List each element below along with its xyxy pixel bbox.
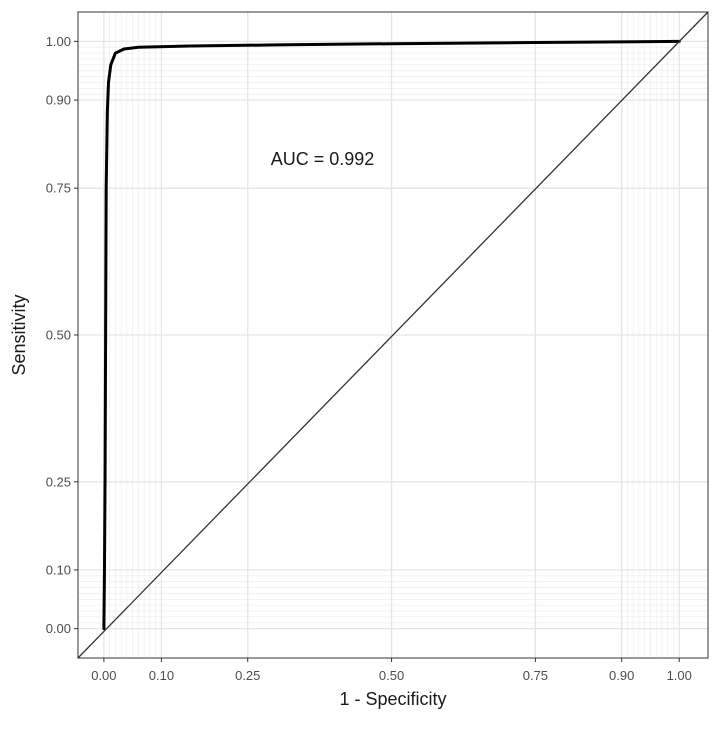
x-tick-label: 0.00 [91, 668, 116, 683]
roc-curve [102, 39, 681, 631]
x-tick-label: 0.25 [235, 668, 260, 683]
x-axis-title: 1 - Specificity [339, 689, 446, 709]
y-tick-label: 0.10 [46, 562, 71, 577]
y-tick-label: 1.00 [46, 34, 71, 49]
series-layer [77, 11, 709, 659]
x-tick-label: 1.00 [667, 668, 692, 683]
x-tick-label: 0.75 [523, 668, 548, 683]
y-tick-label: 0.00 [46, 621, 71, 636]
x-tick-label: 0.10 [149, 668, 174, 683]
y-tick-label: 0.50 [46, 328, 71, 343]
x-axis-ticks: 0.00 0.10 0.25 0.50 0.75 0.90 1.00 [91, 658, 692, 683]
y-tick-label: 0.25 [46, 474, 71, 489]
x-tick-label: 0.50 [379, 668, 404, 683]
y-tick-label: 0.90 [46, 93, 71, 108]
diagonal-reference-line [77, 11, 709, 659]
y-axis-ticks: 0.00 0.10 0.25 0.50 0.75 0.90 1.00 [46, 34, 78, 636]
y-axis-title: Sensitivity [9, 294, 29, 375]
auc-annotation: AUC = 0.992 [271, 149, 375, 169]
y-tick-label: 0.75 [46, 181, 71, 196]
x-tick-label: 0.90 [609, 668, 634, 683]
